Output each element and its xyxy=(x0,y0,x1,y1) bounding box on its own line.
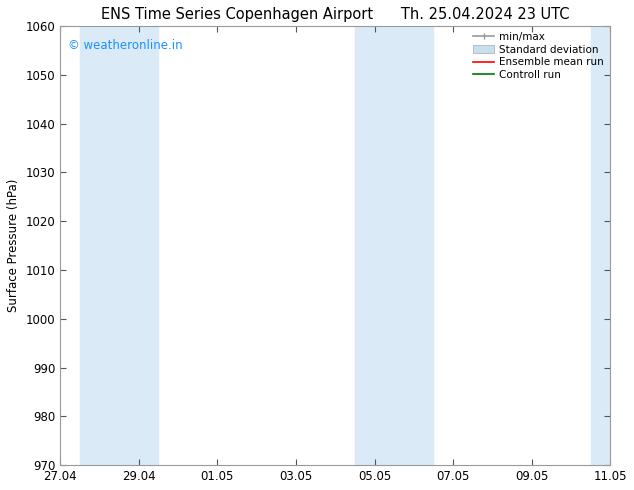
Bar xyxy=(80,26,158,465)
Y-axis label: Surface Pressure (hPa): Surface Pressure (hPa) xyxy=(7,179,20,312)
Title: ENS Time Series Copenhagen Airport      Th. 25.04.2024 23 UTC: ENS Time Series Copenhagen Airport Th. 2… xyxy=(101,7,569,22)
Text: © weatheronline.in: © weatheronline.in xyxy=(68,39,183,52)
Bar xyxy=(355,26,434,465)
Legend: min/max, Standard deviation, Ensemble mean run, Controll run: min/max, Standard deviation, Ensemble me… xyxy=(469,28,608,84)
Bar xyxy=(591,26,630,465)
